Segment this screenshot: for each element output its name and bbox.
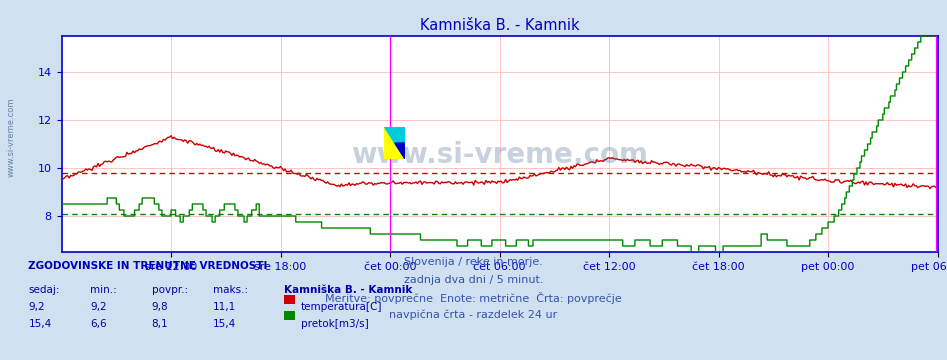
Text: navpična črta - razdelek 24 ur: navpična črta - razdelek 24 ur	[389, 309, 558, 320]
Polygon shape	[395, 143, 405, 159]
Text: zadnja dva dni / 5 minut.: zadnja dva dni / 5 minut.	[403, 275, 544, 285]
Text: 9,2: 9,2	[90, 302, 107, 312]
Text: 11,1: 11,1	[213, 302, 237, 312]
Title: Kamniška B. - Kamnik: Kamniška B. - Kamnik	[420, 18, 580, 33]
Text: 15,4: 15,4	[28, 319, 52, 329]
Text: ZGODOVINSKE IN TRENUTNE VREDNOSTI: ZGODOVINSKE IN TRENUTNE VREDNOSTI	[28, 261, 268, 271]
Text: 9,2: 9,2	[28, 302, 45, 312]
Polygon shape	[384, 127, 405, 159]
Text: maks.:: maks.:	[213, 285, 248, 296]
Text: pretok[m3/s]: pretok[m3/s]	[301, 319, 369, 329]
Text: temperatura[C]: temperatura[C]	[301, 302, 383, 312]
Text: www.si-vreme.com: www.si-vreme.com	[351, 141, 648, 169]
Text: Kamniška B. - Kamnik: Kamniška B. - Kamnik	[284, 285, 413, 296]
Text: 6,6: 6,6	[90, 319, 107, 329]
Text: 9,8: 9,8	[152, 302, 169, 312]
Text: sedaj:: sedaj:	[28, 285, 60, 296]
Text: min.:: min.:	[90, 285, 116, 296]
Text: povpr.:: povpr.:	[152, 285, 188, 296]
Text: 8,1: 8,1	[152, 319, 169, 329]
Text: Meritve: povprečne  Enote: metrične  Črta: povprečje: Meritve: povprečne Enote: metrične Črta:…	[325, 292, 622, 304]
Text: 15,4: 15,4	[213, 319, 237, 329]
Text: www.si-vreme.com: www.si-vreme.com	[7, 97, 16, 176]
Text: Slovenija / reke in morje.: Slovenija / reke in morje.	[404, 257, 543, 267]
Polygon shape	[384, 127, 405, 159]
